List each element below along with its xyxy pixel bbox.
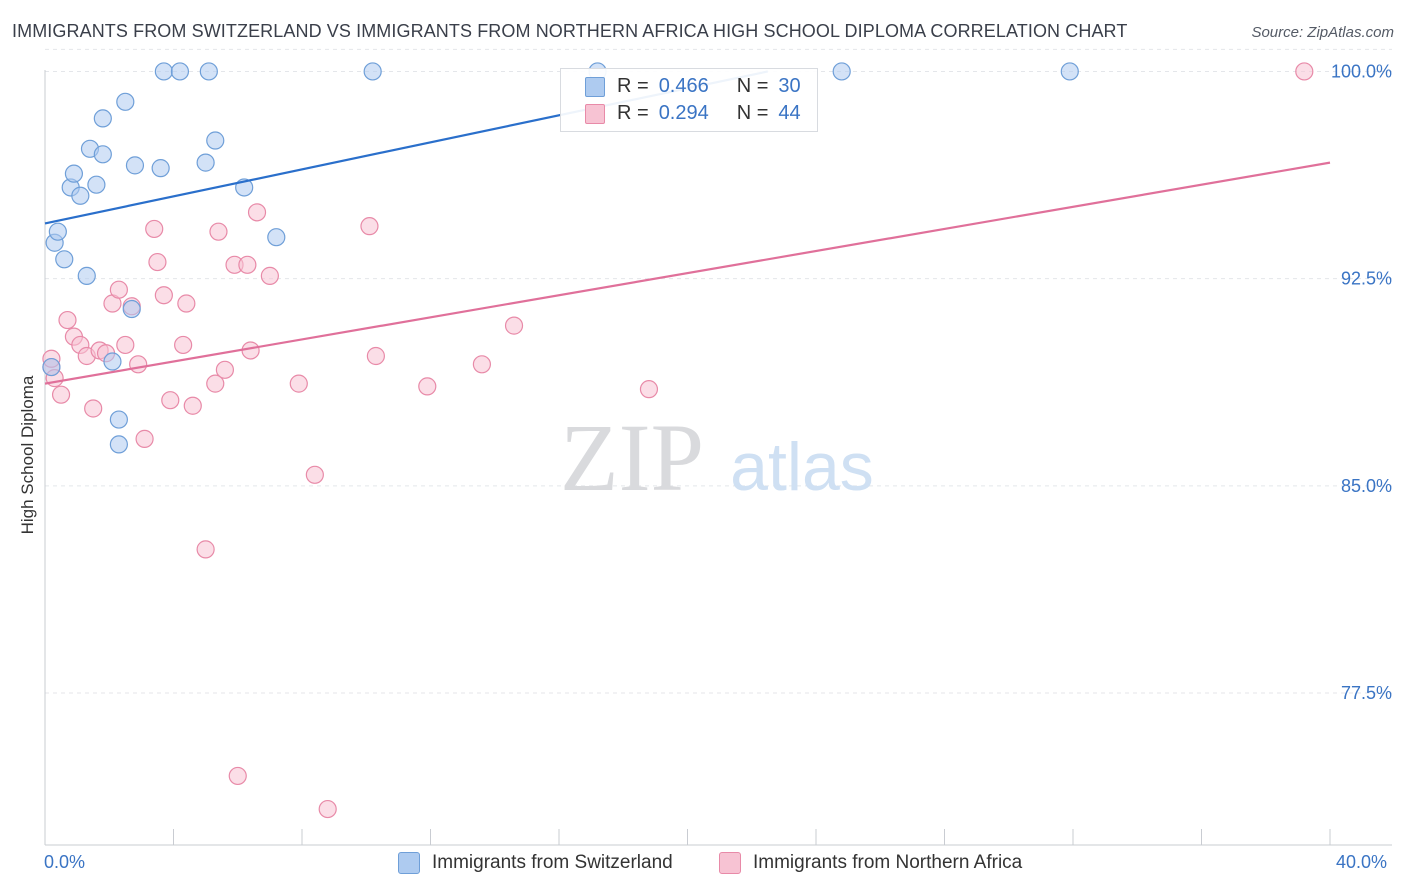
point-northern-africa [109,280,128,299]
point-northern-africa [84,399,103,418]
point-northern-africa [174,335,193,355]
n-value-northern-africa: 44 [778,101,801,124]
point-northern-africa [161,391,180,410]
point-switzerland [103,352,122,371]
point-northern-africa [51,385,71,404]
point-switzerland [122,299,141,319]
point-switzerland [206,131,225,150]
series-switzerland [42,62,1079,454]
point-northern-africa [154,286,173,305]
point-northern-africa [58,310,77,330]
point-northern-africa [418,377,437,396]
point-switzerland [64,164,84,183]
point-northern-africa [177,294,196,313]
series-legend: Immigrants from Switzerland Immigrants f… [0,852,1406,878]
point-northern-africa [360,217,379,236]
chart-title: IMMIGRANTS FROM SWITZERLAND VS IMMIGRANT… [12,21,1128,41]
point-switzerland [199,62,218,81]
point-northern-africa [215,360,234,379]
point-northern-africa [135,429,154,448]
point-switzerland [71,186,90,205]
stats-row-switzerland: R = 0.466 N = 30 [585,73,801,99]
point-northern-africa [305,465,324,484]
r-label: R = [617,101,649,124]
point-northern-africa [209,222,228,241]
point-switzerland [154,62,173,81]
point-switzerland [170,62,190,81]
point-northern-africa [639,380,659,399]
point-switzerland [116,92,135,111]
y-tick-labels: 77.5% 85.0% 92.5% 100.0% [1331,61,1392,703]
point-northern-africa [238,255,257,274]
legend-label-switzerland: Immigrants from Switzerland [432,852,673,873]
legend-item-switzerland[interactable]: Immigrants from Switzerland [398,852,673,874]
x-tick-min: 0.0% [44,852,86,872]
point-northern-africa [260,266,279,285]
legend-swatch-northern-africa [719,852,741,874]
point-northern-africa [116,335,135,355]
trendline-northern-africa [44,161,1331,385]
legend-item-northern-africa[interactable]: Immigrants from Northern Africa [719,852,1022,874]
point-northern-africa [196,540,215,559]
y-tick-label: 92.5% [1341,269,1392,289]
point-northern-africa [228,766,247,786]
point-switzerland [196,153,215,172]
y-tick-label: 100.0% [1331,61,1392,81]
swatch-switzerland [585,77,605,97]
point-switzerland [48,222,67,241]
y-tick-label: 77.5% [1341,683,1392,703]
point-switzerland [151,159,170,178]
stats-legend: R = 0.466 N = 30 R = 0.294 N = 44 [560,68,818,132]
point-switzerland [267,228,286,247]
n-label: N = [736,74,769,97]
grid-layer [45,48,1392,694]
n-label: N = [736,101,769,124]
point-northern-africa [504,316,524,335]
point-northern-africa [318,799,337,819]
stats-row-northern-africa: R = 0.294 N = 44 [585,100,801,126]
point-northern-africa [183,396,202,415]
y-axis-label: High School Diploma [18,375,37,535]
point-northern-africa [241,341,260,360]
point-northern-africa [472,355,491,374]
legend-swatch-switzerland [398,852,420,874]
watermark-atlas: atlas [730,429,874,505]
point-switzerland [1060,62,1079,81]
legend-label-northern-africa: Immigrants from Northern Africa [753,852,1023,873]
y-tick-label: 85.0% [1341,476,1392,496]
r-label: R = [617,74,649,97]
point-northern-africa [206,374,225,393]
source-label: Source: ZipAtlas.com [1251,24,1394,41]
point-northern-africa [289,374,308,393]
point-northern-africa [247,203,267,222]
swatch-northern-africa [585,104,605,124]
point-switzerland [109,435,128,454]
point-switzerland [77,266,96,285]
point-northern-africa [129,355,148,374]
point-switzerland [42,357,61,377]
point-switzerland [55,250,74,269]
point-northern-africa [148,252,167,272]
x-tick-max: 40.0% [1336,852,1388,872]
point-northern-africa [366,346,385,366]
watermark: ZIP atlas [560,404,874,511]
axis-layer [44,70,1392,846]
point-switzerland [87,175,106,194]
point-switzerland [363,62,382,81]
point-switzerland [109,410,128,429]
point-switzerland [832,62,851,81]
watermark-zip: ZIP [560,404,704,511]
point-switzerland [93,109,112,128]
n-value-switzerland: 30 [778,74,801,97]
r-value-northern-africa: 0.294 [658,101,709,124]
point-switzerland [93,145,112,164]
r-value-switzerland: 0.466 [658,74,709,97]
point-switzerland [125,156,145,175]
point-northern-africa [145,219,164,239]
point-northern-africa [1295,62,1314,81]
